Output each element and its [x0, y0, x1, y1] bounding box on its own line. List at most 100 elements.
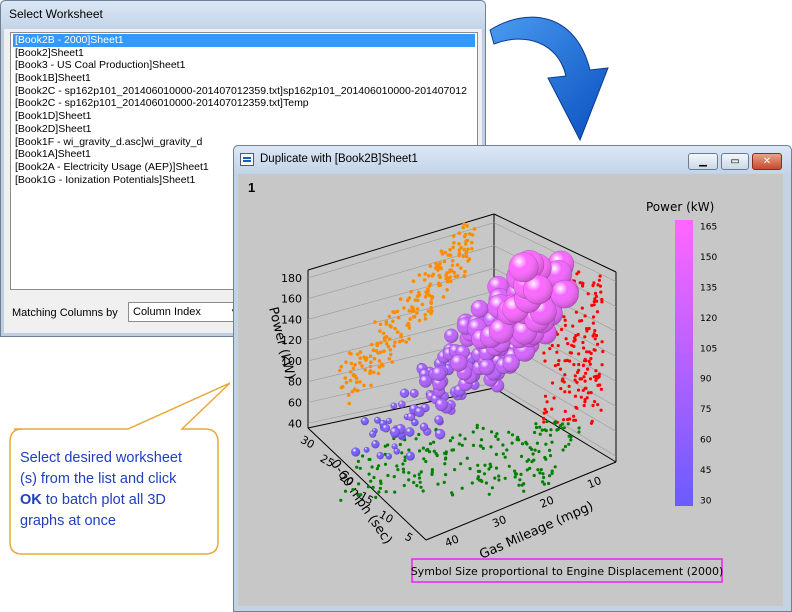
worksheet-list-item[interactable]: [Book1B]Sheet1	[15, 72, 91, 85]
floor-projection-point	[374, 495, 378, 499]
floor-projection-point	[417, 432, 421, 437]
floor-projection-point	[470, 481, 474, 485]
y-axis-line	[307, 427, 427, 541]
floor-projection-point	[525, 468, 529, 472]
yz-projection-point	[585, 350, 589, 354]
bubble-highlight	[376, 452, 384, 460]
xz-projection-point	[450, 263, 455, 268]
floor-projection-point	[453, 468, 457, 472]
xz-projection-point	[381, 331, 386, 336]
floor-projection-point	[542, 475, 546, 480]
floor-projection-point	[519, 454, 524, 458]
yz-projection-point	[598, 284, 602, 288]
xz-projection-point	[461, 225, 465, 230]
floor-projection-point	[386, 473, 390, 478]
worksheet-list-item[interactable]: [Book1G - Ionization Potentials]Sheet1	[15, 173, 196, 186]
yz-projection-point	[559, 327, 564, 332]
worksheet-list-item[interactable]: [Book2A - Electricity Usage (AEP)]Sheet1	[15, 160, 209, 173]
yz-projection-point	[572, 414, 576, 418]
xz-projection-point	[467, 232, 472, 236]
restore-button[interactable]: ▭	[721, 153, 749, 170]
floor-projection-point	[368, 457, 372, 462]
bubble-highlight	[488, 318, 514, 344]
xz-projection-point	[462, 234, 467, 239]
floor-projection-point	[398, 442, 402, 447]
worksheet-list-item[interactable]: [Book1F - wi_gravity_d.asc]wi_gravity_d	[15, 135, 203, 148]
dialog-titlebar[interactable]: Select Worksheet	[1, 1, 485, 29]
matching-columns-select[interactable]: Column Index ▼	[128, 302, 243, 322]
floor-projection-point	[553, 465, 557, 469]
xz-projection-point	[423, 295, 428, 299]
xz-projection-point	[445, 279, 450, 284]
floor-projection-point	[369, 479, 373, 483]
yz-projection-point	[591, 334, 595, 338]
yz-projection-point	[585, 396, 589, 400]
graph-page[interactable]: 1 40 60 80 100 120 140 160 180 10 20 30 40 5 10 15 20 25…	[238, 174, 783, 606]
bubble-highlight	[523, 275, 553, 305]
yz-projection-point	[592, 300, 596, 304]
yz-projection-point	[559, 387, 563, 391]
y-tick-label: 25	[318, 452, 337, 470]
yz-projection-point	[579, 377, 584, 381]
xz-projection-point	[355, 352, 360, 357]
floor-projection-point	[537, 449, 541, 454]
worksheet-list-item[interactable]: [Book3 - US Coal Production]Sheet1	[15, 59, 186, 72]
floor-projection-point	[534, 425, 539, 430]
xz-projection-point	[462, 222, 466, 226]
floor-projection-point	[513, 469, 517, 473]
floor-projection-point	[538, 432, 542, 436]
worksheet-list-item[interactable]: [Book2C - sp162p101_201406010000-2014070…	[15, 84, 467, 97]
xz-projection-point	[358, 380, 362, 384]
minimize-button[interactable]: ▁	[688, 153, 718, 170]
floor-projection-point	[550, 440, 554, 444]
xz-projection-point	[437, 273, 442, 278]
xz-projection-point	[372, 370, 376, 375]
colorbar-tick-label: 90	[700, 375, 712, 385]
xz-projection-point	[369, 360, 373, 364]
worksheet-list-item[interactable]: [Book2]Sheet1	[15, 46, 84, 59]
floor-projection-point	[367, 472, 371, 476]
floor-projection-point	[525, 442, 529, 446]
floor-projection-point	[497, 478, 501, 482]
yz-projection-point	[550, 407, 554, 411]
yz-projection-point	[563, 390, 567, 394]
worksheet-list-item[interactable]: [Book1A]Sheet1	[15, 148, 91, 161]
floor-projection-point	[436, 482, 440, 486]
yz-projection-point	[567, 390, 572, 394]
bubble-highlight	[502, 354, 520, 372]
floor-projection-point	[370, 465, 374, 469]
xz-projection-point	[415, 294, 420, 298]
worksheet-list-item[interactable]: [Book2D]Sheet1	[15, 122, 92, 135]
worksheet-list-item[interactable]: [Book1D]Sheet1	[15, 110, 92, 123]
yz-projection-point	[575, 406, 579, 410]
floor-projection-point	[507, 464, 511, 468]
yz-projection-point	[597, 372, 601, 376]
xz-projection-point	[450, 259, 455, 263]
yz-projection-point	[593, 297, 597, 301]
yz-projection-point	[596, 342, 600, 346]
worksheet-list-item[interactable]: [Book2C - sp162p101_201406010000-2014070…	[15, 97, 309, 110]
y-tick-label: 10	[377, 508, 396, 526]
z-tick-label: 140	[281, 313, 302, 326]
yz-projection-point	[592, 303, 596, 307]
xz-projection-point	[338, 368, 342, 373]
yz-projection-point	[564, 337, 568, 341]
layer-number[interactable]: 1	[248, 180, 256, 195]
yz-projection-point	[596, 283, 600, 287]
yz-projection-point	[573, 374, 577, 378]
xz-projection-point	[344, 360, 348, 364]
worksheet-list-item[interactable]: [Book2B - 2000]Sheet1	[13, 34, 475, 47]
floor-projection-point	[541, 480, 545, 484]
xz-projection-point	[463, 242, 468, 246]
xz-projection-point	[379, 340, 383, 345]
xz-projection-point	[457, 242, 461, 246]
xz-projection-point	[383, 338, 387, 342]
floor-projection-point	[558, 424, 563, 428]
yz-projection-point	[573, 394, 578, 398]
floor-projection-point	[460, 486, 464, 490]
floor-projection-point	[482, 472, 487, 476]
floor-projection-point	[480, 479, 484, 483]
close-button[interactable]: ✕	[752, 153, 782, 170]
floor-projection-point	[503, 455, 507, 459]
graph-titlebar[interactable]: Duplicate with [Book2B]Sheet1 ▁ ▭ ✕	[234, 146, 791, 174]
